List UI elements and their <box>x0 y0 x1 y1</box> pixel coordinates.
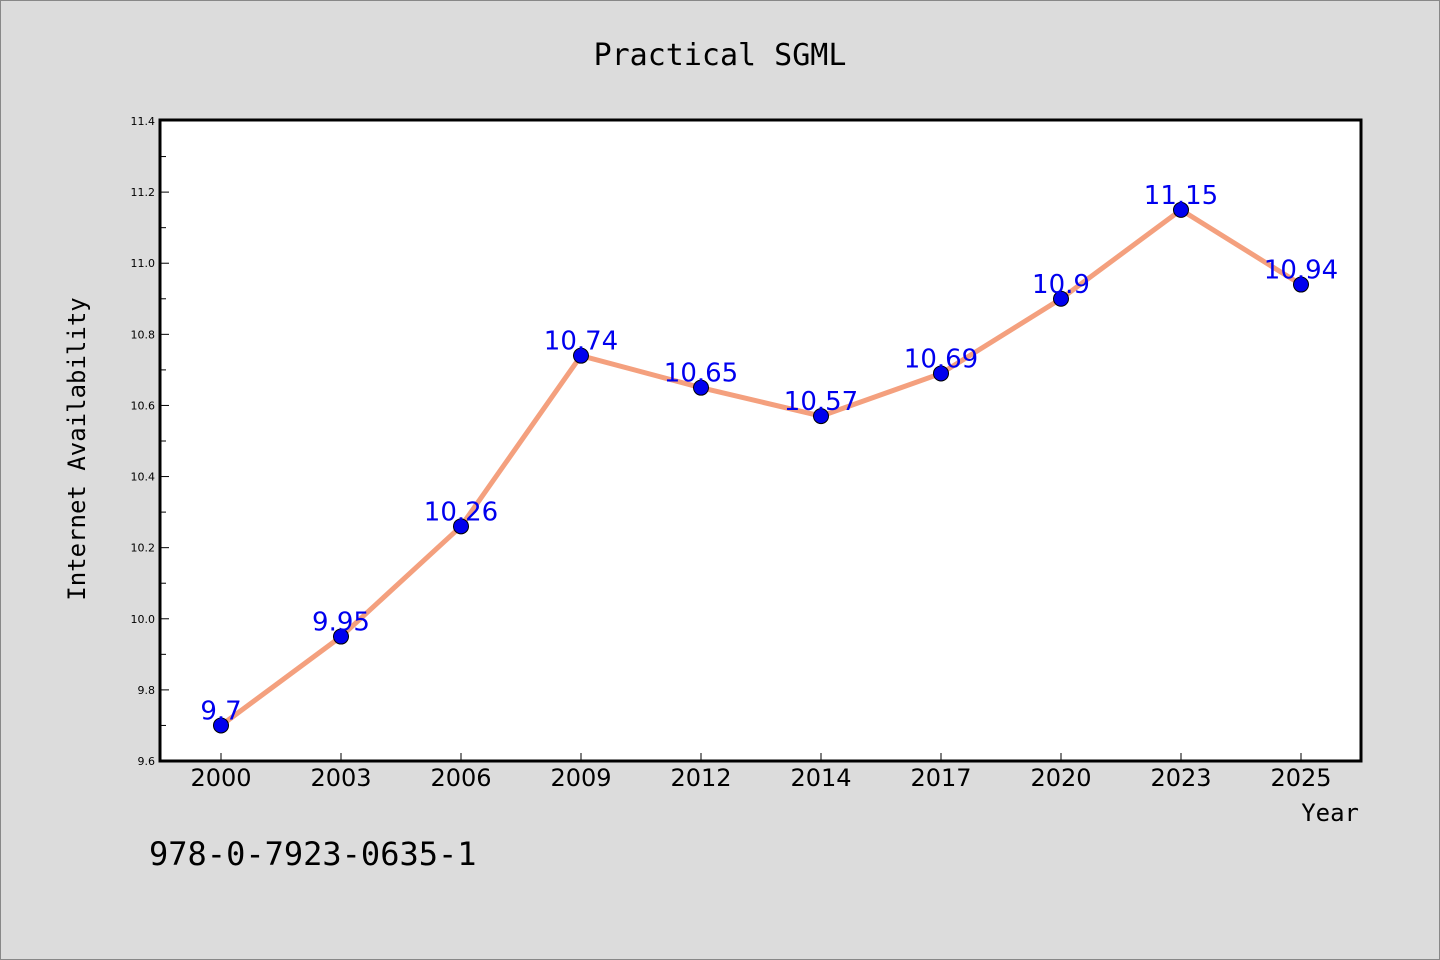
data-label: 10.69 <box>904 344 978 374</box>
series-line <box>218 207 1304 728</box>
data-label: 10.94 <box>1264 256 1338 286</box>
x-tick-label: 2000 <box>190 764 251 792</box>
x-tick-label: 2003 <box>310 764 371 792</box>
data-point-marker <box>1053 290 1069 307</box>
isbn-caption: 978-0-7923-0635-1 <box>149 835 477 873</box>
data-label: 9.95 <box>312 608 370 638</box>
data-point-marker <box>693 379 709 396</box>
y-tick-label: 11.4 <box>131 115 156 128</box>
data-point-marker <box>1293 276 1309 293</box>
data-point-marker <box>213 717 229 734</box>
data-point-marker <box>933 365 949 382</box>
y-tick-label: 10.0 <box>131 613 156 626</box>
x-tick-label: 2025 <box>1270 764 1331 792</box>
y-tick-label: 10.4 <box>131 471 156 484</box>
data-label: 10.74 <box>544 327 618 357</box>
x-axis-label: Year <box>1301 799 1359 827</box>
data-label: 10.9 <box>1032 270 1090 300</box>
y-tick-label: 11.2 <box>131 186 156 199</box>
y-tick-label: 10.8 <box>131 328 156 341</box>
y-axis-ticks: 9.6 9.8 10.0 10.2 10.4 10.6 10.8 11.0 11.2 11.4 <box>131 115 169 768</box>
y-tick-label: 9.6 <box>138 755 156 768</box>
y-axis-label: Internet Availability <box>63 297 91 600</box>
y-tick-label: 9.8 <box>138 684 156 697</box>
data-point-marker <box>573 347 589 364</box>
data-label: 11.15 <box>1144 181 1218 211</box>
x-axis-ticks: 2000 2003 2006 2009 2012 2014 2017 2020 2023 2025 <box>190 753 1332 792</box>
x-tick-label: 2012 <box>670 764 731 792</box>
x-tick-label: 2009 <box>550 764 611 792</box>
x-tick-label: 2020 <box>1030 764 1091 792</box>
data-label: 9.7 <box>200 696 241 726</box>
x-tick-label: 2023 <box>1150 764 1211 792</box>
data-point-marker <box>813 408 829 425</box>
series-group: 9.7 9.95 10.26 10.74 10.65 10.57 10.69 10.9 11.1… <box>200 181 1338 734</box>
x-tick-label: 2014 <box>790 764 851 792</box>
data-point-marker <box>1173 201 1189 218</box>
x-tick-label: 2017 <box>910 764 971 792</box>
y-tick-label: 11.0 <box>131 257 156 270</box>
data-label: 10.65 <box>664 359 738 389</box>
y-tick-label: 10.6 <box>131 399 156 412</box>
y-tick-label: 10.2 <box>131 542 156 555</box>
data-point-marker <box>453 518 469 535</box>
data-label: 10.57 <box>784 387 858 417</box>
data-point-marker <box>333 628 349 645</box>
data-label: 10.26 <box>424 497 498 527</box>
x-tick-label: 2006 <box>430 764 491 792</box>
chart-title: Practical SGML <box>594 38 847 73</box>
